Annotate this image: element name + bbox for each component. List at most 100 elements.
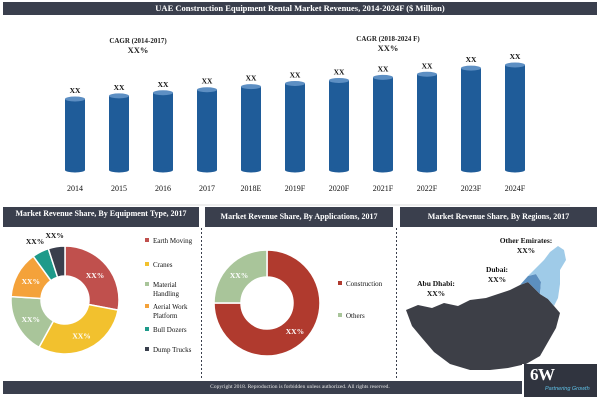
applications-panel-title: Market Revenue Share, By Applications, 2… [205,207,393,227]
bar-top-2014 [65,96,85,102]
legend-label: Dump Trucks [153,346,192,354]
bar-data-label: XX [290,71,301,80]
bar-data-label: XX [114,83,125,92]
bar-base-2023F [461,167,481,173]
slice-dump_trucks [47,245,66,279]
legend-label: Others [346,312,365,320]
bar-2019F [285,83,305,170]
bar-base-2014 [65,167,85,173]
bar-top-2024F [505,62,525,68]
slice-data-label: XX% [86,271,104,280]
region-label-abu-dhabi: Abu Dhabi: [417,279,455,288]
legend-label: Construction [346,280,383,288]
legend-swatch-material_handling [145,282,149,286]
x-tick-label: 2023F [461,184,482,193]
bar-base-2020F [329,167,349,173]
bar-base-2017 [197,167,217,173]
bar-data-label: XX [246,74,257,83]
bar-2020F [329,80,349,170]
dubai-region [520,274,541,294]
slice-others [213,249,268,304]
bar-data-label: XX [422,61,433,70]
legend-swatch-earth_moving [145,238,149,242]
legend-swatch-bull_dozers [145,327,149,331]
slice-data-label: XX% [26,237,44,246]
bar-2016 [153,92,173,170]
bar-base-2022F [417,167,437,173]
bar-base-2015 [109,167,129,173]
x-tick-label: 2014 [67,184,83,193]
bar-data-label: XX [466,55,477,64]
footer-bar [3,381,597,394]
x-tick-label: 2016 [155,184,171,193]
bar-top-2020F [329,77,349,83]
regions-panel-title: Market Revenue Share, By Regions, 2017 [400,207,597,227]
other-emirates-region [528,246,566,306]
slice-cranes [37,303,119,355]
legend-swatch-others [338,313,342,317]
legend-swatch-aerial_work_platform [145,304,149,308]
cagr-left-label: CAGR (2014-2017) [109,37,167,45]
region-value-dubai: XX% [488,275,506,284]
bar-base-2019F [285,167,305,173]
x-tick-label: 2020F [329,184,350,193]
uae-region-map: Other Emirates: XX% Dubai: XX% Abu Dhabi… [406,236,566,370]
bar-2018E [241,86,261,170]
region-label-other-emirates: Other Emirates: [500,236,553,245]
bar-data-label: XX [510,52,521,61]
slice-data-label: XX% [22,315,40,324]
legend-swatch-construction [338,281,342,285]
revenue-bar-chart: CAGR (2014-2017) XX% CAGR (2018-2024 F) … [30,35,570,206]
bar-2017 [197,89,217,170]
bar-top-2018E [241,84,261,90]
bar-2022F [417,74,437,170]
x-tick-label: 2015 [111,184,127,193]
x-tick-label: 2017 [199,184,215,193]
bar-data-label: XX [158,80,169,89]
bar-2023F [461,68,481,170]
bar-2024F [505,65,525,170]
bar-data-label: XX [334,67,345,76]
x-tick-label: 2022F [417,184,438,193]
bar-top-2019F [285,81,305,87]
bar-top-2016 [153,90,173,96]
x-tick-label: 2021F [373,184,394,193]
bar-2015 [109,95,129,170]
footer-copyright: Copyright 2018. Reproduction is forbidde… [210,384,390,390]
bar-top-2022F [417,71,437,77]
legend-label: Material Handling [153,281,180,298]
legend-label: Bull Dozers [153,326,187,334]
bar-top-2015 [109,93,129,99]
logo-box [522,364,597,397]
region-value-abu-dhabi: XX% [427,289,445,298]
cagr-right-label: CAGR (2018-2024 F) [356,35,420,43]
bar-2014 [65,98,85,170]
slice-data-label: XX% [46,231,64,240]
main-chart-title: UAE Construction Equipment Rental Market… [3,2,597,15]
slice-data-label: XX% [22,277,40,286]
applications-donut-chart: XX% XX% Construction Others [213,249,383,357]
logo-6w: 6W [530,365,555,384]
cagr-right-value: XX% [378,43,399,53]
legend-label: Cranes [153,261,173,269]
x-tick-label: 2018E [241,184,262,193]
bar-data-label: XX [70,86,81,95]
bar-top-2023F [461,65,481,71]
equipment-panel-title: Market Revenue Share, By Equipment Type,… [3,207,199,227]
legend-label: Aerial Work Platform [153,303,188,320]
slice-data-label: XX% [286,327,304,336]
legend-swatch-dump_trucks [145,347,149,351]
cagr-left-value: XX% [128,45,149,55]
legend-swatch-cranes [145,262,149,266]
slice-data-label: XX% [72,331,90,340]
bar-2021F [373,77,393,170]
legend-label: Earth Moving [153,237,193,245]
slice-construction [213,249,321,357]
slice-earth_moving [64,245,120,311]
x-tick-label: 2019F [285,184,306,193]
region-value-other-emirates: XX% [517,246,535,255]
bar-data-label: XX [378,64,389,73]
equipment-donut-chart: XX%XX%XX%XX%XX%XX% Earth MovingCranesMat… [10,231,193,355]
region-label-dubai: Dubai: [486,265,508,274]
